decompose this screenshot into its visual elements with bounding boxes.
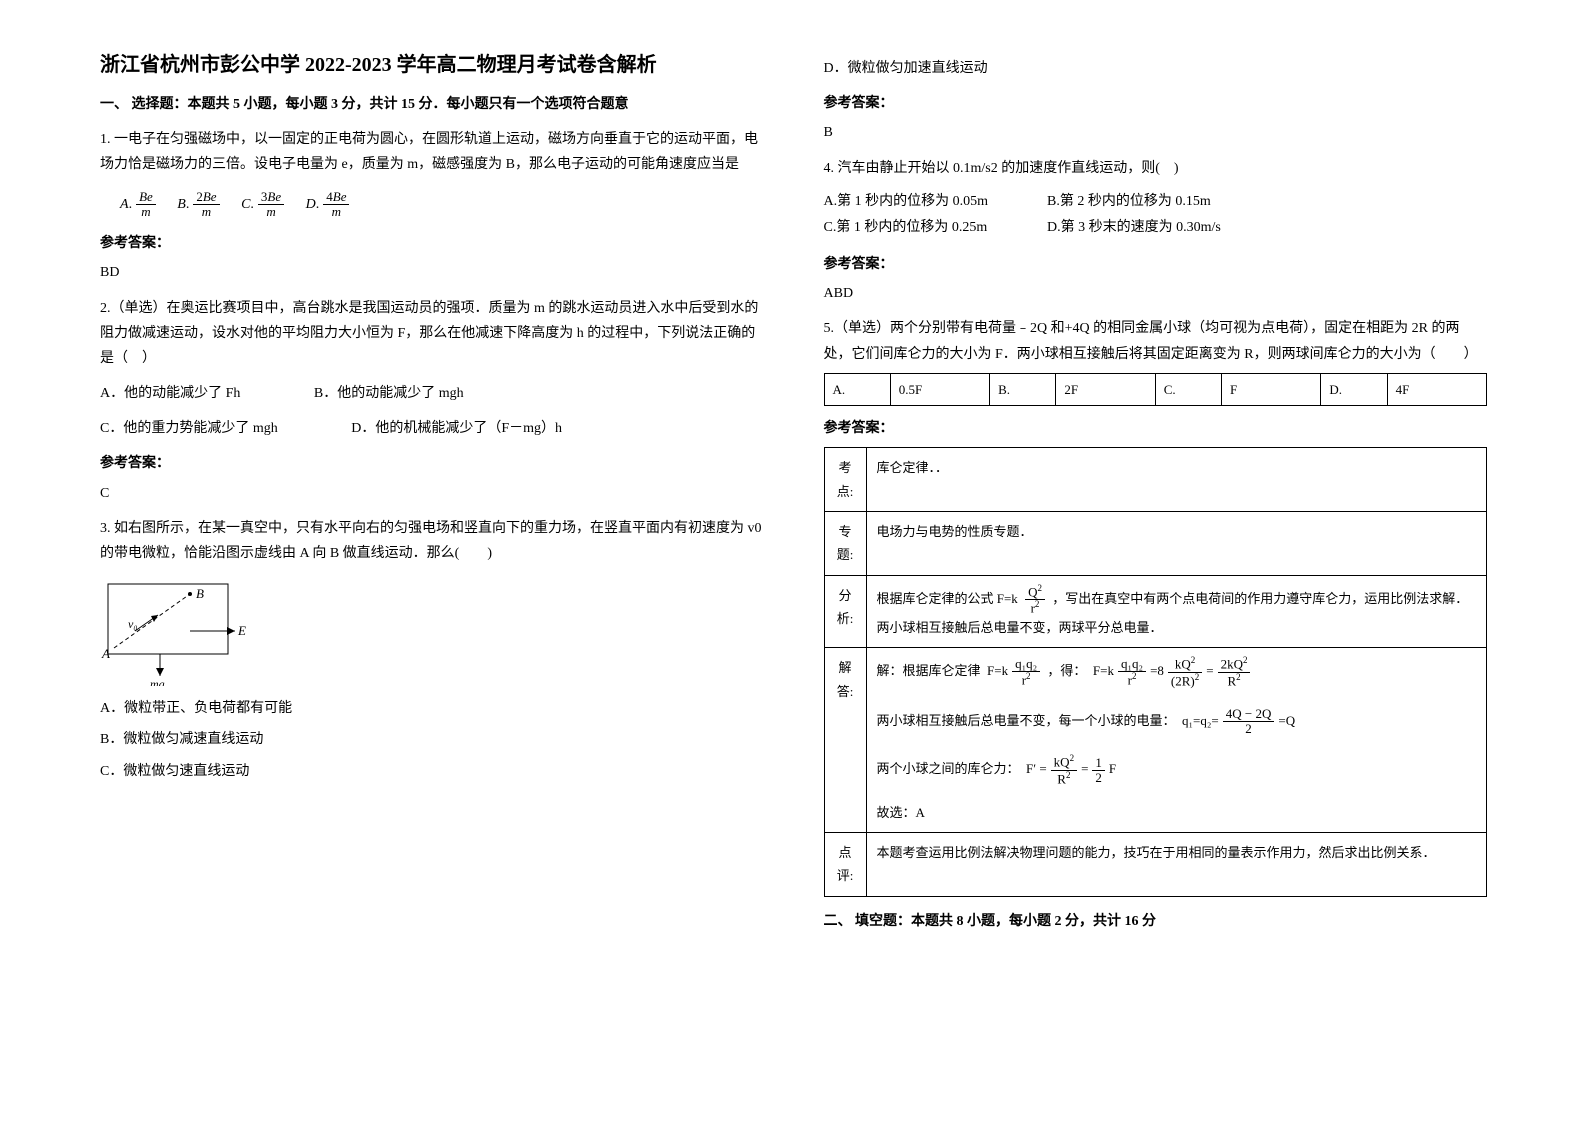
q5-r4-l4: 故选：A bbox=[877, 801, 1477, 824]
q2-stem: 2.（单选）在奥运比赛项目中，高台跳水是我国运动员的强项．质量为 m 的跳水运动… bbox=[100, 296, 764, 372]
q3-opt-b: B．微粒做匀减速直线运动 bbox=[100, 727, 764, 752]
q3-options-cont: D．微粒做匀加速直线运动 bbox=[824, 56, 1488, 81]
q5-choices-table: A. 0.5F B. 2F C. F D. 4F bbox=[824, 373, 1488, 406]
q5-row-dianping-text: 本题考查运用比例法解决物理问题的能力，技巧在于用相同的量表示作用力，然后求出比例… bbox=[866, 832, 1487, 896]
q1-options: A.Bem B.2Bem C.3Bem D.4Bem bbox=[100, 190, 764, 220]
q3-opt-c: C．微粒做匀速直线运动 bbox=[100, 759, 764, 784]
q4-opt-d: D.第 3 秒末的速度为 0.30m/s bbox=[1047, 220, 1221, 235]
q3-answer: B bbox=[824, 120, 1488, 145]
q5-choice-b-val: 2F bbox=[1056, 373, 1155, 405]
q4-stem: 4. 汽车由静止开始以 0.1m/s2 的加速度作直线运动，则( ) bbox=[824, 156, 1488, 181]
q1-opt-c: C.3Bem bbox=[241, 197, 288, 212]
q1-opt-b: B.2Bem bbox=[177, 197, 223, 212]
q3-stem: 3. 如右图所示，在某一真空中，只有水平向右的匀强电场和竖直向下的重力场，在竖直… bbox=[100, 516, 764, 566]
table-row: 考点: 库仑定律．． bbox=[824, 448, 1487, 512]
q5-r4-l1b: ，得： bbox=[1047, 664, 1086, 679]
q4-opt-b: B.第 2 秒内的位移为 0.15m bbox=[1047, 194, 1211, 209]
svg-text:mg: mg bbox=[150, 677, 165, 686]
q5-row-kaodian-text: 库仑定律．． bbox=[866, 448, 1487, 512]
table-row: 分析: 根据库仑定律的公式 F=k Q2r2 ，写出在真空中有两个点电荷间的作用… bbox=[824, 575, 1487, 648]
q4-opt-c: C.第 1 秒内的位移为 0.25m bbox=[824, 215, 1044, 242]
table-row: 专题: 电场力与电势的性质专题． bbox=[824, 512, 1487, 576]
question-3: 3. 如右图所示，在某一真空中，只有水平向右的匀强电场和竖直向下的重力场，在竖直… bbox=[100, 516, 764, 784]
q4-options: A.第 1 秒内的位移为 0.05m B.第 2 秒内的位移为 0.15m C.… bbox=[824, 189, 1488, 242]
q3-ref-label: 参考答案： bbox=[824, 91, 1488, 116]
q5-choice-c-val: F bbox=[1222, 373, 1321, 405]
q5-row-jieda-content: 解：根据库仑定律 F=kq₁q₂r2 ，得： F=kq₁q₂r2=8kQ2(2R… bbox=[866, 648, 1487, 832]
q4-answer: ABD bbox=[824, 281, 1488, 306]
q5-r3-text1: 根据库仑定律的公式 F=k bbox=[877, 591, 1018, 606]
q2-opt-d: D．他的机械能减少了（F－mg）h bbox=[351, 416, 562, 441]
q2-opt-c: C．他的重力势能减少了 mgh bbox=[100, 416, 278, 441]
q5-choice-a-label: A. bbox=[824, 373, 890, 405]
q5-choice-a-val: 0.5F bbox=[890, 373, 989, 405]
q5-choice-d-label: D. bbox=[1321, 373, 1387, 405]
q5-row-dianping-label: 点评: bbox=[824, 832, 866, 896]
q4-ref-label: 参考答案： bbox=[824, 252, 1488, 277]
q4-opt-a: A.第 1 秒内的位移为 0.05m bbox=[824, 189, 1044, 216]
section-2-title: 二、 填空题：本题共 8 小题，每小题 2 分，共计 16 分 bbox=[824, 909, 1488, 934]
svg-text:B: B bbox=[196, 586, 204, 601]
q2-opt-a: A．他的动能减少了 Fh bbox=[100, 381, 240, 406]
question-1: 1. 一电子在匀强磁场中，以一固定的正电荷为圆心，在圆形轨道上运动，磁场方向垂直… bbox=[100, 127, 764, 285]
q3-opt-a: A．微粒带正、负电荷都有可能 bbox=[100, 696, 764, 721]
q5-r4-l2a: 两小球相互接触后总电量不变，每一个小球的电量： bbox=[877, 713, 1176, 728]
q3-options: A．微粒带正、负电荷都有可能 B．微粒做匀减速直线运动 C．微粒做匀速直线运动 bbox=[100, 696, 764, 784]
q5-r4-l1a: 解：根据库仑定律 bbox=[877, 664, 981, 679]
q5-row-fenxi-label: 分析: bbox=[824, 575, 866, 648]
q2-opt-b: B．他的动能减少了 mgh bbox=[314, 381, 464, 406]
section-1-title: 一、 选择题：本题共 5 小题，每小题 3 分，共计 15 分．每小题只有一个选… bbox=[100, 92, 764, 117]
question-5: 5.（单选）两个分别带有电荷量﹣2Q 和+4Q 的相同金属小球（均可视为点电荷）… bbox=[824, 316, 1488, 896]
q3-opt-d: D．微粒做匀加速直线运动 bbox=[824, 56, 1488, 81]
q5-row-jieda-label: 解答: bbox=[824, 648, 866, 832]
table-row: 点评: 本题考查运用比例法解决物理问题的能力，技巧在于用相同的量表示作用力，然后… bbox=[824, 832, 1487, 896]
document-title: 浙江省杭州市彭公中学 2022-2023 学年高二物理月考试卷含解析 bbox=[100, 50, 764, 80]
q5-row-zhuanti-text: 电场力与电势的性质专题． bbox=[866, 512, 1487, 576]
q5-stem: 5.（单选）两个分别带有电荷量﹣2Q 和+4Q 的相同金属小球（均可视为点电荷）… bbox=[824, 316, 1488, 366]
q2-options-row1: A．他的动能减少了 Fh B．他的动能减少了 mgh bbox=[100, 381, 764, 406]
q5-choice-d-val: 4F bbox=[1387, 373, 1486, 405]
q5-choice-b-label: B. bbox=[990, 373, 1056, 405]
q5-row-kaodian-label: 考点: bbox=[824, 448, 866, 512]
q1-answer: BD bbox=[100, 260, 764, 285]
svg-text:E: E bbox=[237, 623, 246, 638]
table-row: 解答: 解：根据库仑定律 F=kq₁q₂r2 ，得： F=kq₁q₂r2=8kQ… bbox=[824, 648, 1487, 832]
q5-row-zhuanti-label: 专题: bbox=[824, 512, 866, 576]
q3-diagram: B A v₀ E mg bbox=[100, 576, 260, 686]
question-4: 4. 汽车由静止开始以 0.1m/s2 的加速度作直线运动，则( ) A.第 1… bbox=[824, 156, 1488, 307]
q2-ref-label: 参考答案： bbox=[100, 451, 764, 476]
q1-opt-a: A.Bem bbox=[120, 197, 160, 212]
svg-text:A: A bbox=[101, 646, 110, 661]
q1-stem: 1. 一电子在匀强磁场中，以一固定的正电荷为圆心，在圆形轨道上运动，磁场方向垂直… bbox=[100, 127, 764, 177]
q1-ref-label: 参考答案： bbox=[100, 231, 764, 256]
q5-row-fenxi-content: 根据库仑定律的公式 F=k Q2r2 ，写出在真空中有两个点电荷间的作用力遵守库… bbox=[866, 575, 1487, 648]
svg-text:v₀: v₀ bbox=[128, 617, 138, 631]
q5-choice-c-label: C. bbox=[1155, 373, 1221, 405]
left-column: 浙江省杭州市彭公中学 2022-2023 学年高二物理月考试卷含解析 一、 选择… bbox=[100, 50, 764, 942]
q2-options-row2: C．他的重力势能减少了 mgh D．他的机械能减少了（F－mg）h bbox=[100, 416, 764, 441]
q5-r4-l3a: 两个小球之间的库仑力： bbox=[877, 761, 1020, 776]
q5-solution-table: 考点: 库仑定律．． 专题: 电场力与电势的性质专题． 分析: 根据库仑定律的公… bbox=[824, 447, 1488, 896]
question-2: 2.（单选）在奥运比赛项目中，高台跳水是我国运动员的强项．质量为 m 的跳水运动… bbox=[100, 296, 764, 506]
q5-ref-label: 参考答案： bbox=[824, 416, 1488, 441]
q1-opt-d: D.4Bem bbox=[306, 197, 354, 212]
q2-answer: C bbox=[100, 481, 764, 506]
right-column: D．微粒做匀加速直线运动 参考答案： B 4. 汽车由静止开始以 0.1m/s2… bbox=[824, 50, 1488, 942]
